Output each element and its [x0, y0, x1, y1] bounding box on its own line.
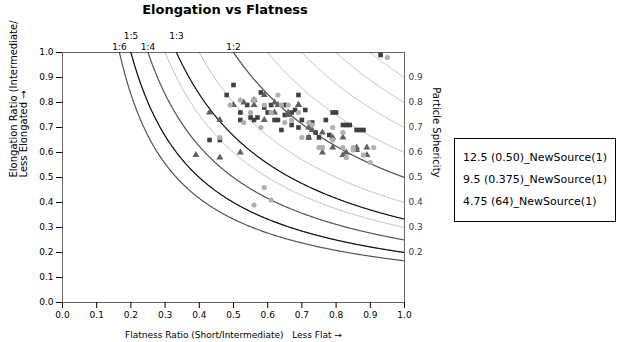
- svg-text:0.4: 0.4: [192, 310, 207, 320]
- svg-text:0.6: 0.6: [39, 147, 54, 157]
- svg-text:0.6: 0.6: [261, 310, 276, 320]
- svg-text:0.5: 0.5: [226, 310, 240, 320]
- svg-text:0.2: 0.2: [409, 247, 423, 257]
- svg-text:0.0: 0.0: [55, 310, 70, 320]
- svg-text:0.7: 0.7: [409, 122, 423, 132]
- svg-text:1:2: 1:2: [226, 42, 240, 52]
- svg-text:0.3: 0.3: [409, 222, 423, 232]
- svg-text:0.2: 0.2: [124, 310, 138, 320]
- svg-text:0.5: 0.5: [409, 172, 423, 182]
- svg-text:Flatness Ratio (Short/Intermed: Flatness Ratio (Short/Intermediate) Less…: [125, 330, 342, 340]
- svg-text:0.4: 0.4: [39, 197, 54, 207]
- svg-text:0.6: 0.6: [409, 147, 424, 157]
- svg-text:0.1: 0.1: [39, 272, 53, 282]
- svg-text:1:3: 1:3: [169, 31, 183, 41]
- svg-text:0.8: 0.8: [39, 97, 54, 107]
- html-text:9.5 (0.375)_NewSource(1): 9.5 (0.375)_NewSource(1): [463, 173, 607, 186]
- svg-text:1.0: 1.0: [397, 310, 412, 320]
- svg-text:1:4: 1:4: [141, 42, 156, 52]
- svg-text:0.7: 0.7: [39, 122, 53, 132]
- svg-text:0.5: 0.5: [39, 172, 53, 182]
- svg-text:0.3: 0.3: [39, 222, 53, 232]
- svg-text:0.9: 0.9: [363, 310, 378, 320]
- svg-text:0.7: 0.7: [295, 310, 309, 320]
- svg-text:Particle Sphericity: Particle Sphericity: [431, 87, 442, 177]
- svg-text:0.8: 0.8: [329, 310, 344, 320]
- html-text:Elongation vs Flatness: Elongation vs Flatness: [142, 2, 308, 17]
- html-text:12.5 (0.50)_NewSource(1): 12.5 (0.50)_NewSource(1): [463, 151, 607, 164]
- html-text:4.75 (64)_NewSource(1): 4.75 (64)_NewSource(1): [463, 195, 597, 208]
- svg-text:Elongation Ratio (Intermediate: Elongation Ratio (Intermediate/Long)Less…: [8, 20, 29, 178]
- svg-text:1:5: 1:5: [124, 31, 138, 41]
- svg-text:0.9: 0.9: [39, 72, 54, 82]
- svg-text:0.9: 0.9: [409, 72, 424, 82]
- svg-text:1:6: 1:6: [112, 42, 127, 52]
- svg-text:0.4: 0.4: [409, 197, 424, 207]
- svg-text:0.2: 0.2: [39, 247, 53, 257]
- svg-text:0.3: 0.3: [158, 310, 172, 320]
- svg-text:0.1: 0.1: [90, 310, 104, 320]
- svg-text:0.0: 0.0: [39, 297, 54, 307]
- svg-text:0.8: 0.8: [409, 97, 424, 107]
- svg-text:1.0: 1.0: [39, 47, 54, 57]
